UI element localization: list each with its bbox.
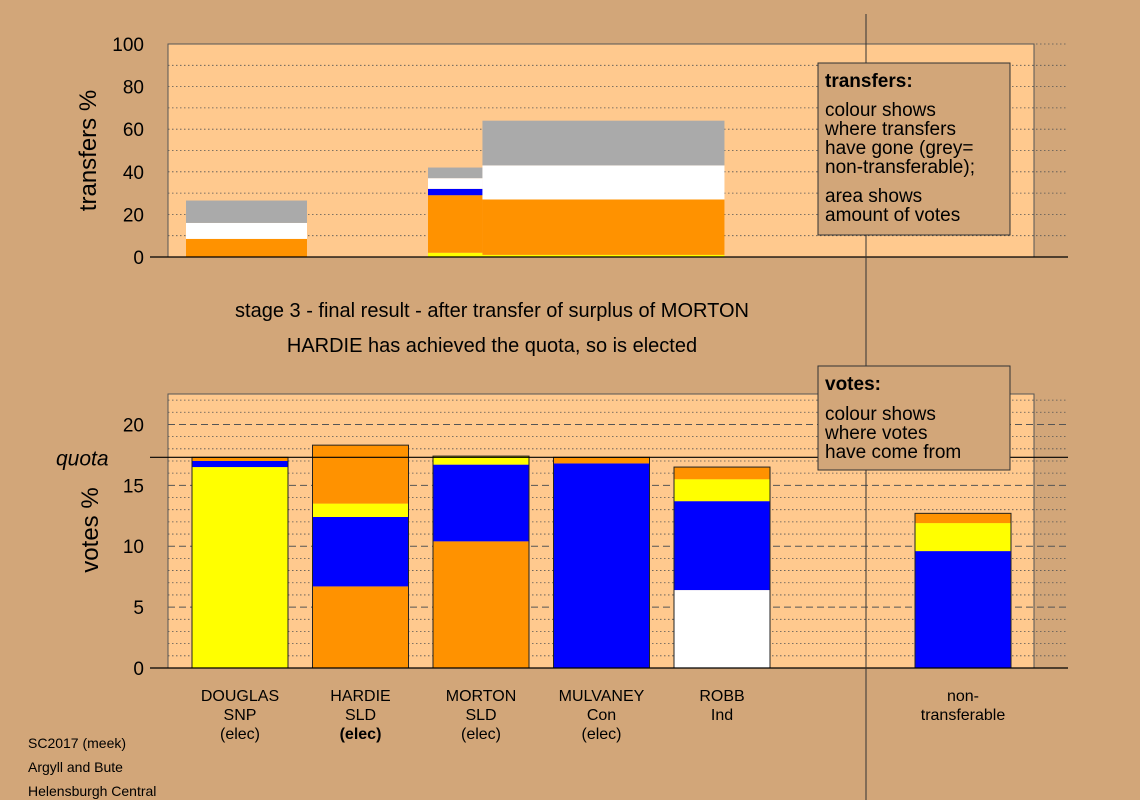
candidate-party-label: Ind xyxy=(711,707,733,724)
vote-segment-sld xyxy=(312,445,409,504)
vote-segment-con xyxy=(915,551,1011,668)
transfer-segment-ind xyxy=(186,222,307,239)
footer-election: SC2017 (meek) xyxy=(28,735,126,751)
transfer-segment-con xyxy=(428,188,483,196)
transfers-y-tick-label: 60 xyxy=(123,120,144,141)
votes-legend: votes: colour shows where votes have com… xyxy=(817,365,1011,471)
vote-segment-snp xyxy=(433,456,529,465)
votes-y-axis-label: votes % xyxy=(77,487,104,572)
candidate-status-label: (elec) xyxy=(581,726,621,743)
vote-segment-snp xyxy=(312,503,409,517)
votes-legend-title: votes: xyxy=(825,374,881,395)
vote-segment-sld xyxy=(433,541,529,668)
votes-y-tick-label: 15 xyxy=(123,476,144,497)
transfer-segment-non_transferable xyxy=(186,200,307,223)
candidate-party-label: SLD xyxy=(345,707,376,724)
transfers-y-tick-label: 80 xyxy=(123,78,144,99)
transfers-legend-line: colour shows xyxy=(825,100,936,121)
transfer-segment-non_transferable xyxy=(482,120,725,166)
vote-segment-sld xyxy=(312,586,409,668)
transfers-legend-title: transfers: xyxy=(825,71,913,92)
vote-segment-sld xyxy=(915,513,1011,524)
vote-segment-con xyxy=(674,501,770,591)
candidate-name-label: MORTON xyxy=(446,688,517,705)
transfers-legend-line: have gone (grey= xyxy=(825,138,973,159)
votes-y-tick-label: 0 xyxy=(133,659,144,680)
vote-segment-con xyxy=(553,463,650,668)
transfers-y-tick-label: 100 xyxy=(112,35,144,56)
candidate-status-label: (elec) xyxy=(220,726,260,743)
vote-segment-sld xyxy=(192,457,288,461)
votes-legend-line: colour shows xyxy=(825,404,936,425)
transfer-segment-ind xyxy=(482,165,725,200)
vote-segment-snp xyxy=(192,467,288,668)
footer-council: Argyll and Bute xyxy=(28,759,123,775)
candidate-status-label: (elec) xyxy=(461,726,501,743)
transfer-segment-sld xyxy=(186,238,307,257)
votes-y-tick-label: 10 xyxy=(123,537,144,558)
candidate-name-label: non- xyxy=(947,688,979,705)
quota-label: quota xyxy=(56,447,109,470)
stage-caption: stage 3 - final result - after transfer … xyxy=(235,300,749,322)
footer-ward: Helensburgh Central xyxy=(28,783,156,799)
votes-y-tick-label: 20 xyxy=(123,415,144,436)
transfer-segment-sld xyxy=(428,195,483,253)
candidate-name-label: HARDIE xyxy=(330,688,390,705)
candidate-name-label: MULVANEY xyxy=(559,688,645,705)
vote-segment-snp xyxy=(915,523,1011,552)
transfer-segment-snp xyxy=(482,254,725,257)
candidate-party-label: transferable xyxy=(921,707,1006,724)
vote-segment-con xyxy=(433,464,529,542)
elected-caption: HARDIE has achieved the quota, so is ele… xyxy=(287,335,697,357)
candidate-name-label: ROBB xyxy=(699,688,744,705)
votes-y-tick-label: 5 xyxy=(133,598,144,619)
transfers-y-tick-label: 40 xyxy=(123,163,144,184)
vote-segment-con xyxy=(312,516,409,587)
vote-segment-sld xyxy=(674,467,770,480)
vote-segment-ind xyxy=(674,590,770,668)
vote-segment-con xyxy=(192,460,288,468)
transfers-y-tick-label: 20 xyxy=(123,205,144,226)
candidate-status-label: (elec) xyxy=(340,726,382,743)
votes-legend-line: where votes xyxy=(824,423,927,444)
votes-legend-line: have come from xyxy=(825,442,961,463)
transfer-segment-sld xyxy=(482,199,725,255)
transfer-segment-non_transferable xyxy=(428,167,483,179)
transfers-legend-line: non-transferable); xyxy=(825,157,975,178)
candidate-party-label: SLD xyxy=(465,707,496,724)
candidate-name-label: DOUGLAS xyxy=(201,688,279,705)
transfers-legend: transfers: colour shows where transfers … xyxy=(817,62,1011,236)
transfers-y-axis-label: transfers % xyxy=(75,90,102,211)
candidate-party-label: Con xyxy=(587,707,616,724)
candidate-party-label: SNP xyxy=(224,707,257,724)
transfers-legend-line: amount of votes xyxy=(825,205,960,226)
transfers-y-tick-label: 0 xyxy=(133,248,144,269)
transfer-segment-snp xyxy=(428,252,483,257)
transfers-legend-line: where transfers xyxy=(824,119,956,140)
transfer-segment-ind xyxy=(428,178,483,189)
vote-segment-snp xyxy=(674,479,770,502)
vote-segment-sld xyxy=(553,457,650,464)
transfers-legend-line: area shows xyxy=(825,186,922,207)
